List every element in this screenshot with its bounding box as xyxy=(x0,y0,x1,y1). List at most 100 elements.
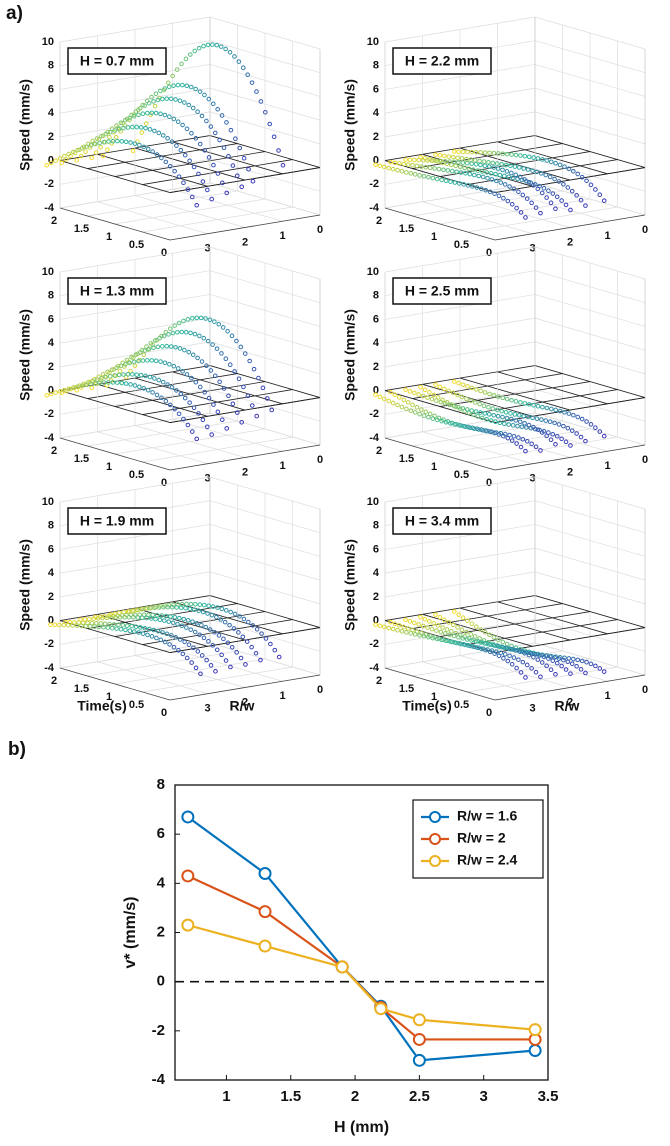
trace-point xyxy=(226,393,231,399)
trace-point xyxy=(153,110,159,116)
trace-point xyxy=(457,164,463,170)
trace-point xyxy=(157,617,163,623)
legend-label: R/w = 2.4 xyxy=(457,852,518,868)
trace-point xyxy=(523,448,528,454)
trace-point xyxy=(176,320,182,326)
trace-point xyxy=(486,642,492,647)
trace-point xyxy=(565,185,571,190)
y-tick-label: 4 xyxy=(157,874,166,891)
trace-point xyxy=(513,399,519,404)
x-tick-label: 2.5 xyxy=(409,1088,430,1105)
trace-point xyxy=(478,627,484,632)
trace-point xyxy=(161,333,167,339)
trace-point xyxy=(446,154,452,159)
trace-point xyxy=(167,361,172,367)
trace-point xyxy=(461,423,467,429)
trace-point xyxy=(510,175,516,181)
trace-point xyxy=(539,171,544,176)
trace-point xyxy=(180,368,185,374)
trace-point xyxy=(164,96,170,101)
trace-point xyxy=(133,109,139,114)
trace-point xyxy=(139,615,145,621)
trace-point xyxy=(236,630,241,635)
trace-point xyxy=(541,654,547,660)
trace-point xyxy=(131,113,137,119)
trace-point xyxy=(151,345,156,351)
trace-point xyxy=(234,410,240,415)
trace-point xyxy=(170,330,176,336)
trace-point xyxy=(399,628,405,634)
trace-point xyxy=(404,406,409,412)
trace-point xyxy=(500,167,505,173)
trace-point xyxy=(171,644,177,650)
z-tick-label: -2 xyxy=(44,638,54,650)
trace-point xyxy=(489,177,495,182)
trace-point xyxy=(79,383,85,388)
trace-point xyxy=(90,138,95,144)
trace-point xyxy=(170,73,175,79)
trace-point xyxy=(109,615,114,620)
r-tick-label: 3 xyxy=(204,243,210,255)
trace-point xyxy=(544,158,550,163)
trace-point xyxy=(450,154,456,160)
trace-point xyxy=(70,623,75,628)
trace-point xyxy=(512,412,518,417)
trace-point xyxy=(438,158,444,164)
trace-point xyxy=(530,168,535,173)
trace-point xyxy=(212,130,218,136)
trace-point xyxy=(473,639,479,644)
r-tick-label: 2 xyxy=(567,236,573,248)
trace-point xyxy=(507,184,512,189)
trace-point xyxy=(200,179,206,184)
trace-point xyxy=(584,419,589,424)
axis-line xyxy=(384,437,496,471)
trace-point xyxy=(166,84,172,90)
trace-point xyxy=(191,607,197,613)
trace-point xyxy=(518,210,524,215)
trace-point xyxy=(164,343,170,349)
trace-point xyxy=(395,402,400,408)
trace-point xyxy=(227,622,232,628)
trace-point xyxy=(202,389,207,395)
zero-plane-line xyxy=(497,371,608,405)
trace-point xyxy=(129,623,134,629)
trace-point xyxy=(246,619,251,625)
r-grid-line xyxy=(97,661,208,695)
trace-point xyxy=(451,149,457,154)
z-tick-label: -2 xyxy=(369,638,379,650)
trace-point xyxy=(192,48,198,54)
trace-point xyxy=(195,649,201,654)
x-tick-label: 2 xyxy=(351,1088,359,1105)
trace-point xyxy=(167,163,173,169)
trace-point xyxy=(44,162,50,168)
trace-point xyxy=(276,654,282,660)
trace-point xyxy=(197,333,202,339)
trace-point xyxy=(504,396,510,402)
trace-point xyxy=(496,432,502,437)
trace-point xyxy=(152,128,157,134)
trace-point xyxy=(455,392,460,398)
trace-point xyxy=(500,395,506,401)
trace-point xyxy=(154,337,160,343)
trace-point xyxy=(495,166,501,171)
trace-point xyxy=(460,615,466,621)
trace-point xyxy=(63,157,69,162)
trace-point xyxy=(535,427,541,432)
r-tick-label: 3 xyxy=(529,703,535,715)
trace-point xyxy=(499,408,504,414)
trace-point xyxy=(216,321,222,327)
trace-point xyxy=(466,410,472,416)
trace-point xyxy=(134,607,140,613)
trace-point xyxy=(106,380,111,385)
z-tick-label: -4 xyxy=(44,662,55,674)
trace-point xyxy=(267,121,273,127)
r-tick-label: 1 xyxy=(604,460,610,472)
trace-point xyxy=(114,365,119,371)
trace-point xyxy=(515,423,520,429)
r-grid-line xyxy=(97,201,208,235)
trace-point xyxy=(189,429,195,434)
trace-point xyxy=(487,632,492,638)
trace-point xyxy=(547,174,553,180)
trace-point xyxy=(176,615,182,621)
z-tick-label: 0 xyxy=(48,614,54,626)
